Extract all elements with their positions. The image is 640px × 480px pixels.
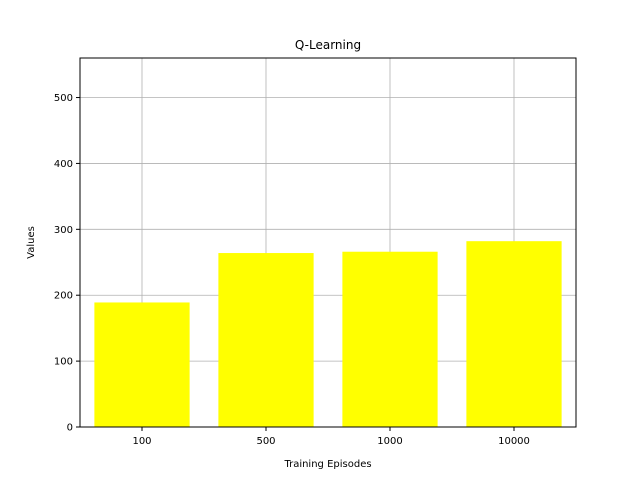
y-tick-label: 300 xyxy=(54,225,73,236)
x-axis-label: Training Episodes xyxy=(283,459,371,470)
y-tick-label: 100 xyxy=(54,357,73,368)
chart-title: Q-Learning xyxy=(295,38,361,52)
axes-frame xyxy=(79,57,577,428)
x-tick-label: 1000 xyxy=(377,436,402,447)
bar-10000 xyxy=(466,241,562,427)
y-tick-label: 500 xyxy=(54,93,73,104)
x-tick-label: 100 xyxy=(132,436,151,447)
y-tick-label: 400 xyxy=(54,159,73,170)
bar-100 xyxy=(94,302,190,427)
bar-500 xyxy=(218,253,314,427)
x-tick-label: 500 xyxy=(256,436,275,447)
y-tick-label: 200 xyxy=(54,291,73,302)
bars xyxy=(94,241,562,427)
x-tick-label: 10000 xyxy=(498,436,530,447)
y-tick-label: 0 xyxy=(67,423,73,434)
y-axis-label: Values xyxy=(26,226,37,259)
bar-1000 xyxy=(342,251,438,427)
ticks: 0 100 200 300 400 500 100 500 1000 10000 xyxy=(54,93,530,447)
